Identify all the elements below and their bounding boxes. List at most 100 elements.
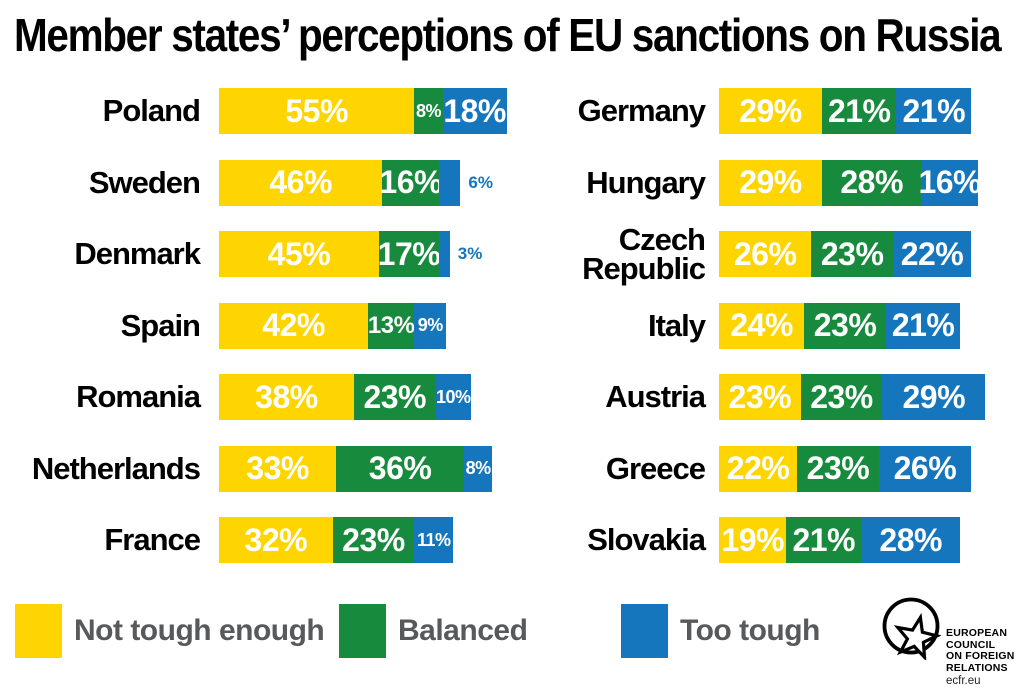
ecfr-star-icon xyxy=(882,597,942,660)
stacked-bar: 42% 13% 9% xyxy=(219,302,447,349)
segment-value-label: 29% xyxy=(739,164,802,200)
chart-row: Sweden 46% 16% 6% xyxy=(0,159,512,206)
country-label: Greece xyxy=(605,450,706,486)
bar-segment-balanced: 36% xyxy=(336,445,464,492)
chart-row: Greece 22% 23% 26% xyxy=(500,445,1024,492)
country-label: Sweden xyxy=(88,164,201,200)
country-label: Czech Republic xyxy=(582,221,706,286)
chart-row: Poland 55% 8% 18% xyxy=(0,88,512,134)
bar-segment-not-tough-enough: 33% xyxy=(219,445,337,492)
stacked-bar: 22% 23% 26% xyxy=(719,445,972,492)
legend-swatch-too-tough xyxy=(621,604,668,658)
bar-segment-balanced: 21% xyxy=(786,517,861,563)
bar-segment-not-tough-enough: 29% xyxy=(719,88,822,134)
bar-segment-balanced: 28% xyxy=(821,159,922,206)
legend-label: Balanced xyxy=(398,614,528,647)
ecfr-logo-line: RELATIONS xyxy=(946,661,1008,674)
bar-segment-too-tough: 29% xyxy=(882,374,986,420)
bar-segment-not-tough-enough: 42% xyxy=(219,302,369,349)
bar-segment-not-tough-enough: 38% xyxy=(219,374,354,420)
chart-row: Italy 24% 23% 21% xyxy=(500,302,1024,349)
bar-segment-too-tough: 9% xyxy=(414,302,447,349)
segment-value-label: 18% xyxy=(443,92,506,129)
bar-segment-too-tough: 22% xyxy=(892,231,972,277)
segment-value-label: 23% xyxy=(806,450,870,486)
chart-row: Spain 42% 13% 9% xyxy=(0,302,512,349)
country-label: Italy xyxy=(647,307,706,343)
segment-value-label: 21% xyxy=(891,307,955,343)
segment-value-label: 21% xyxy=(827,92,891,129)
chart-row: Slovakia 19% 21% 28% xyxy=(500,517,1024,563)
segment-value-label: 11% xyxy=(416,529,451,550)
bar-segment-balanced: 23% xyxy=(332,517,415,563)
bar-segment-too-tough: 10% xyxy=(435,374,471,420)
chart-row: Germany 29% 21% 21% xyxy=(500,88,1024,134)
bar-segment-not-tough-enough: 29% xyxy=(719,159,822,206)
legend-label: Too tough xyxy=(680,614,820,647)
bar-segment-too-tough: 21% xyxy=(896,88,972,134)
segment-value-label: 23% xyxy=(363,378,426,415)
country-label: Hungary xyxy=(586,164,706,200)
chart-row: Romania 38% 23% 10% xyxy=(0,374,512,420)
chart-column-right: Germany 29% 21% 21% Hungary 29% 28% 16% Czech Re… xyxy=(500,88,1024,608)
bar-segment-not-tough-enough: 45% xyxy=(219,231,379,277)
chart-row: Austria 23% 23% 29% xyxy=(500,374,1024,420)
bar-segment-balanced: 21% xyxy=(821,88,897,134)
segment-value-label: 17% xyxy=(377,235,441,272)
chart-area: Poland 55% 8% 18% Sweden 46% 16% 6% Denmark 45% 17… xyxy=(0,88,1024,608)
segment-value-label: 9% xyxy=(417,315,444,335)
bar-segment-too-tough xyxy=(439,231,450,277)
bar-segment-balanced: 23% xyxy=(811,231,893,277)
legend-swatch-balanced xyxy=(339,604,386,658)
bar-segment-not-tough-enough: 46% xyxy=(219,159,383,206)
bar-segment-not-tough-enough: 26% xyxy=(719,231,812,277)
chart-row: Denmark 45% 17% 3% xyxy=(0,231,512,277)
segment-value-label: 19% xyxy=(721,521,784,558)
country-label: Germany xyxy=(577,93,706,129)
bar-segment-not-tough-enough: 24% xyxy=(719,302,805,349)
segment-value-label: 13% xyxy=(367,311,415,339)
segment-value-label-outside: 3% xyxy=(457,244,483,263)
stacked-bar: 29% 28% 16% xyxy=(719,159,981,206)
segment-value-label: 29% xyxy=(902,378,966,415)
segment-value-label: 28% xyxy=(879,521,942,558)
legend-item-too-tough: Too tough xyxy=(621,604,820,658)
ecfr-logo-line: ON FOREIGN xyxy=(946,650,1015,662)
segment-value-label: 8% xyxy=(415,100,442,121)
segment-value-label: 46% xyxy=(269,164,332,200)
segment-value-label: 29% xyxy=(739,92,802,129)
chart-row: Hungary 29% 28% 16% xyxy=(500,159,1024,206)
bar-segment-balanced: 16% xyxy=(379,159,442,206)
segment-value-label: 8% xyxy=(465,458,492,478)
bar-segment-balanced: 23% xyxy=(353,374,436,420)
segment-value-label-outside: 6% xyxy=(468,172,493,192)
country-label: Denmark xyxy=(74,236,201,272)
segment-value-label: 28% xyxy=(840,164,903,200)
segment-value-label: 21% xyxy=(902,92,966,129)
segment-value-label: 26% xyxy=(733,235,797,272)
chart-row: Netherlands 33% 36% 8% xyxy=(0,445,512,492)
chart-row: France 32% 23% 11% xyxy=(0,517,512,563)
ecfr-logo: EUROPEAN COUNCIL ON FOREIGN RELATIONS ec… xyxy=(880,595,1022,689)
segment-value-label: 16% xyxy=(918,164,981,200)
segment-value-label: 10% xyxy=(436,386,471,407)
bar-segment-too-tough: 26% xyxy=(878,445,972,492)
segment-value-label: 22% xyxy=(726,450,790,486)
segment-value-label: 38% xyxy=(255,378,318,415)
stacked-bar: 45% 17% xyxy=(219,231,450,277)
legend: Not tough enough Balanced Too tough xyxy=(0,604,1024,658)
bar-segment-not-tough-enough: 22% xyxy=(719,445,798,492)
segment-value-label: 16% xyxy=(379,164,442,200)
chart-title: Member states’ perceptions of EU sanctio… xyxy=(14,9,1002,61)
segment-value-label: 23% xyxy=(342,521,405,558)
segment-value-label: 21% xyxy=(792,521,855,558)
segment-value-label: 33% xyxy=(246,450,309,486)
country-label: Slovakia xyxy=(587,522,706,558)
bar-segment-balanced: 17% xyxy=(377,231,441,277)
segment-value-label: 22% xyxy=(900,235,964,272)
bar-segment-not-tough-enough: 55% xyxy=(219,88,415,134)
chart-column-left: Poland 55% 8% 18% Sweden 46% 16% 6% Denmark 45% 17… xyxy=(0,88,512,608)
segment-value-label: 42% xyxy=(262,307,325,343)
segment-value-label: 26% xyxy=(893,450,957,486)
country-label: Spain xyxy=(120,307,201,343)
